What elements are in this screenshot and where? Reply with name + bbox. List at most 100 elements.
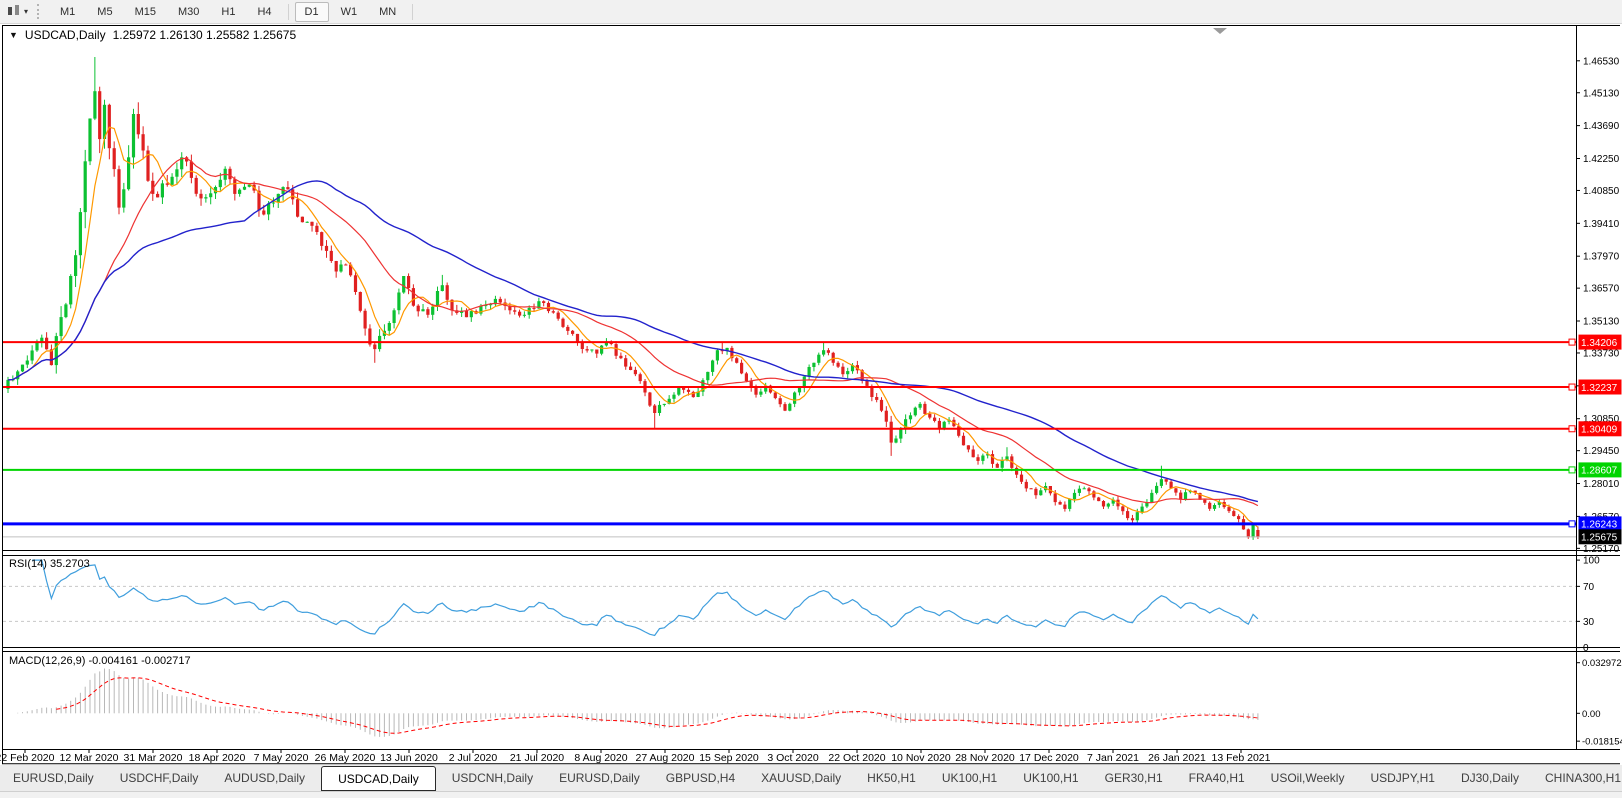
- svg-text:27 Aug 2020: 27 Aug 2020: [636, 752, 695, 764]
- svg-text:1.45130: 1.45130: [1583, 88, 1620, 99]
- svg-text:17 Dec 2020: 17 Dec 2020: [1019, 752, 1079, 764]
- macd-indicator-label: MACD(12,26,9) -0.004161 -0.002717: [9, 655, 191, 667]
- svg-text:1.42250: 1.42250: [1583, 154, 1620, 165]
- svg-text:31 Mar 2020: 31 Mar 2020: [124, 752, 183, 764]
- svg-text:0.032972: 0.032972: [1582, 658, 1622, 669]
- chart-tab-FRA40-H1[interactable]: FRA40,H1: [1188, 771, 1245, 785]
- chart-tab-GBPUSD-H4[interactable]: GBPUSD,H4: [665, 771, 736, 785]
- toolbar-separator: [287, 3, 289, 20]
- svg-text:1.25675: 1.25675: [1581, 533, 1618, 544]
- candlestick-series: [6, 57, 1260, 540]
- chart-tab-EURUSD-Daily[interactable]: EURUSD,Daily: [559, 771, 640, 785]
- timeframes-toolbar: ▾ M1 M5 M15 M30 H1 H4 D1 W1 MN: [0, 0, 1622, 24]
- timeframe-button-W1[interactable]: W1: [340, 5, 358, 18]
- chart-ohlc-values: 1.25972 1.26130 1.25582 1.25675: [112, 28, 297, 42]
- chart-tab-DJ30-Daily[interactable]: DJ30,Daily: [1460, 771, 1519, 785]
- timeframe-buttons: M1 M5 M15 M30 H1 H4 D1 W1 MN: [49, 0, 418, 24]
- chart-tab-USDCAD-Daily[interactable]: USDCAD,Daily: [321, 766, 436, 791]
- svg-text:-0.018154: -0.018154: [1582, 737, 1622, 748]
- chart-tab-USDCNH-Daily[interactable]: USDCNH,Daily: [451, 771, 534, 785]
- svg-text:3 Oct 2020: 3 Oct 2020: [767, 752, 819, 764]
- svg-text:1.26243: 1.26243: [1581, 520, 1618, 531]
- svg-text:26 May 2020: 26 May 2020: [315, 752, 376, 764]
- svg-text:70: 70: [1583, 582, 1595, 593]
- chart-shift-marker[interactable]: [1213, 28, 1227, 34]
- svg-text:1.40850: 1.40850: [1583, 186, 1620, 197]
- timeframe-button-H1[interactable]: H1: [221, 5, 236, 18]
- svg-text:21 Jul 2020: 21 Jul 2020: [510, 752, 564, 764]
- chart-tab-UK100-H1[interactable]: UK100,H1: [1023, 771, 1079, 785]
- chart-symbol-period: USDCAD,Daily: [24, 28, 106, 42]
- level-line-handle[interactable]: [1568, 466, 1576, 474]
- chart-tab-HK50-H1[interactable]: HK50,H1: [867, 771, 916, 785]
- svg-text:8 Aug 2020: 8 Aug 2020: [574, 752, 627, 764]
- timeframe-button-M30[interactable]: M30: [177, 5, 200, 18]
- svg-text:1.33730: 1.33730: [1583, 348, 1620, 359]
- chart-title: ▼ USDCAD,Daily 1.25972 1.26130 1.25582 1…: [9, 28, 296, 42]
- chart-tab-USDCHF-Daily[interactable]: USDCHF,Daily: [119, 771, 199, 785]
- chart-tabs-bar: EURUSD,Daily USDCHF,Daily AUDUSD,Daily USDC…: [0, 765, 1622, 791]
- svg-text:12 Mar 2020: 12 Mar 2020: [60, 752, 119, 764]
- chart-tab-GER30-H1[interactable]: GER30,H1: [1104, 771, 1163, 785]
- price-axis-badges: 1.34206 1.32237 1.30409 1.28607 1.26243 1.256…: [1578, 334, 1622, 545]
- svg-text:26 Jan 2021: 26 Jan 2021: [1148, 752, 1206, 764]
- rsi-indicator-label: RSI(14) 35.2703: [9, 558, 90, 570]
- moving-average-21-line[interactable]: [7, 157, 1259, 507]
- svg-text:1.30850: 1.30850: [1583, 414, 1620, 425]
- macd-signal-line: [56, 677, 1258, 734]
- level-line-handle[interactable]: [1568, 425, 1576, 433]
- svg-text:2 Jul 2020: 2 Jul 2020: [449, 752, 498, 764]
- svg-text:0.00: 0.00: [1582, 709, 1601, 720]
- svg-text:13 Jun 2020: 13 Jun 2020: [380, 752, 438, 764]
- svg-text:1.28010: 1.28010: [1583, 479, 1620, 490]
- svg-text:1.43690: 1.43690: [1583, 121, 1620, 132]
- svg-text:22 Oct 2020: 22 Oct 2020: [828, 752, 885, 764]
- chevron-down-icon: ▾: [24, 6, 29, 16]
- timeframe-button-MN[interactable]: MN: [379, 5, 397, 18]
- svg-text:7 May 2020: 7 May 2020: [254, 752, 309, 764]
- timeframe-button-D1[interactable]: D1: [294, 1, 329, 22]
- svg-text:10 Nov 2020: 10 Nov 2020: [891, 752, 951, 764]
- time-axis: 22 Feb 2020 12 Mar 2020 31 Mar 2020 18 Apr …: [0, 750, 1271, 764]
- toolbar-grip[interactable]: [37, 4, 42, 19]
- svg-text:7 Jan 2021: 7 Jan 2021: [1087, 752, 1139, 764]
- svg-text:1.34206: 1.34206: [1581, 338, 1618, 349]
- chart-tool-dropdown[interactable]: ▾: [2, 4, 33, 19]
- chart-tab-XAUUSD-Daily[interactable]: XAUUSD,Daily: [761, 771, 842, 785]
- level-line-handle[interactable]: [1568, 520, 1576, 528]
- candlestick-chart-icon: [6, 5, 21, 18]
- svg-text:1.46530: 1.46530: [1583, 56, 1620, 67]
- toolbar-separator: [412, 3, 414, 20]
- svg-text:1.39410: 1.39410: [1583, 219, 1620, 230]
- svg-text:15 Sep 2020: 15 Sep 2020: [699, 752, 759, 764]
- level-line-handle[interactable]: [1568, 383, 1576, 391]
- svg-text:0: 0: [1583, 643, 1589, 654]
- timeframe-button-H4[interactable]: H4: [257, 5, 272, 18]
- svg-text:13 Feb 2021: 13 Feb 2021: [1212, 752, 1271, 764]
- timeframe-button-M1[interactable]: M1: [60, 5, 76, 18]
- horizontal-level-lines: [3, 338, 1576, 538]
- svg-text:30: 30: [1583, 617, 1595, 628]
- timeframe-button-M15[interactable]: M15: [134, 5, 156, 18]
- chart-tab-USDJPY-H1[interactable]: USDJPY,H1: [1370, 771, 1435, 785]
- level-line-handle[interactable]: [1568, 338, 1576, 346]
- statusbar-strip: [0, 791, 1622, 798]
- svg-text:100: 100: [1583, 556, 1600, 567]
- chart-tab-CHINA300-H1[interactable]: CHINA300,H1: [1544, 771, 1622, 785]
- chart-tab-UK100-H1[interactable]: UK100,H1: [941, 771, 998, 785]
- svg-text:1.29450: 1.29450: [1583, 446, 1620, 457]
- svg-text:28 Nov 2020: 28 Nov 2020: [955, 752, 1015, 764]
- svg-text:1.30409: 1.30409: [1581, 425, 1618, 436]
- svg-text:1.35130: 1.35130: [1583, 317, 1620, 328]
- chart-tab-USOil-Weekly[interactable]: USOil,Weekly: [1270, 771, 1345, 785]
- chart-tab-AUDUSD-Daily[interactable]: AUDUSD,Daily: [224, 771, 306, 785]
- collapse-caret-icon[interactable]: ▼: [9, 29, 18, 40]
- moving-average-6-line[interactable]: [7, 126, 1259, 528]
- svg-text:1.32237: 1.32237: [1581, 383, 1618, 394]
- moving-average-50-line[interactable]: [7, 180, 1259, 503]
- rsi-line: [32, 559, 1259, 637]
- timeframe-button-M5[interactable]: M5: [97, 5, 113, 18]
- chart-tab-EURUSD-Daily[interactable]: EURUSD,Daily: [13, 771, 94, 785]
